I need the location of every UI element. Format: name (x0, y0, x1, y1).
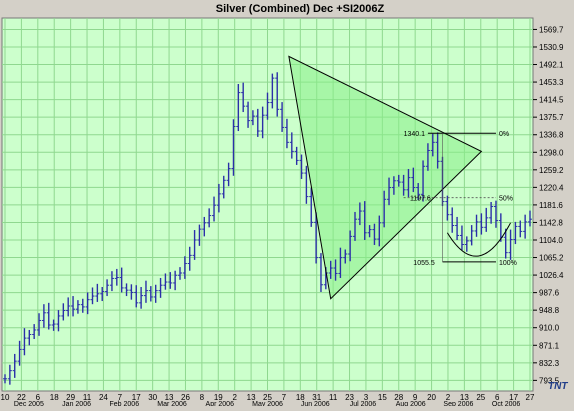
x-axis: 10 22 6 18 29 11 24 7 17 30 13 26 8 19 2 13 25 7 18 31 11 23 3… (1, 393, 535, 408)
x-tick-label: 2 (232, 393, 237, 402)
x-tick-label: 17 (132, 393, 141, 402)
level-0-label: 0% (499, 131, 509, 138)
x-month-label: Apr 2006 (206, 401, 235, 406)
x-tick-label: 25 (476, 393, 485, 402)
y-tick-label: 1104.0 (539, 236, 563, 245)
gridlines (2, 18, 533, 391)
x-tick-label: 13 (165, 393, 174, 402)
x-tick-label: 11 (329, 393, 338, 402)
pattern-annotations: 0% 50% 100% 1340.1 1197.6 1055.5 (288, 55, 517, 300)
x-tick-label: 31 (312, 393, 321, 402)
y-tick-label: 1181.6 (539, 201, 563, 210)
triangle-pattern (288, 56, 482, 299)
y-tick-label: 1065.2 (539, 254, 564, 263)
y-tick-label: 793.5 (539, 376, 560, 385)
x-month-label: Dec 2005 (14, 401, 44, 406)
y-tick-label: 832.3 (539, 359, 560, 368)
x-tick-label: 6 (36, 393, 41, 402)
x-tick-label: 11 (83, 393, 92, 402)
x-tick-label: 3 (364, 393, 369, 402)
x-month-label: Sep 2006 (443, 401, 473, 406)
x-tick-label: 18 (296, 393, 305, 402)
x-month-label: Jan 2006 (62, 401, 91, 406)
x-tick-label: 13 (247, 393, 256, 402)
x-tick-label: 25 (263, 393, 272, 402)
x-month-label: May 2006 (252, 401, 283, 406)
y-tick-label: 871.1 (539, 341, 560, 350)
x-tick-label: 26 (181, 393, 190, 402)
y-tick-label: 948.8 (539, 306, 560, 315)
y-tick-label: 987.6 (539, 289, 560, 298)
chart-title: Silver (Combined) Dec +SI2006Z (216, 3, 385, 15)
price-bars (3, 72, 532, 385)
x-month-label: Aug 2006 (396, 401, 426, 406)
rounding-bottom-arc (446, 222, 511, 257)
x-tick-label: 7 (118, 393, 123, 402)
y-tick-label: 1414.5 (539, 96, 564, 105)
x-tick-label: 23 (345, 393, 354, 402)
y-tick-label: 1492.1 (539, 61, 564, 70)
y-tick-label: 1336.8 (539, 131, 564, 140)
x-tick-label: 2 (446, 393, 451, 402)
x-tick-label: 27 (526, 393, 535, 402)
x-tick-label: 9 (413, 393, 418, 402)
y-tick-label: 910.0 (539, 324, 560, 333)
triangle-fill (288, 56, 482, 299)
x-month-label: Oct 2006 (492, 401, 521, 406)
triangle-outline (288, 55, 483, 300)
x-tick-label: 20 (427, 393, 436, 402)
x-tick-label: 7 (282, 393, 287, 402)
y-tick-label: 1375.7 (539, 113, 564, 122)
y-tick-label: 1220.4 (539, 183, 564, 192)
x-tick-label: 28 (394, 393, 403, 402)
x-tick-label: 24 (99, 393, 108, 402)
y-tick-label: 1298.0 (539, 148, 564, 157)
x-tick-label: 18 (50, 393, 59, 402)
y-tick-label: 1142.8 (539, 218, 563, 227)
y-tick-label: 1569.7 (539, 25, 564, 34)
level-100-label: 100% (499, 260, 517, 267)
y-tick-label: 1259.2 (539, 166, 564, 175)
x-month-label: Mar 2006 (157, 401, 187, 406)
value-label: 1197.6 (410, 196, 431, 203)
y-tick-label: 1026.4 (539, 271, 564, 280)
x-month-label: Feb 2006 (110, 401, 140, 406)
y-tick-label: 1453.3 (539, 78, 564, 87)
x-tick-label: 8 (200, 393, 205, 402)
value-label: 1340.1 (404, 131, 426, 138)
y-tick-label: 1530.9 (539, 43, 564, 52)
x-tick-label: 19 (214, 393, 223, 402)
x-tick-label: 6 (495, 393, 500, 402)
value-label: 1055.5 (413, 260, 435, 267)
x-tick-label: 17 (509, 393, 518, 402)
x-tick-label: 29 (66, 393, 75, 402)
brand-logo: TNT (548, 381, 568, 392)
y-axis: 1569.7 1530.9 1492.1 1453.3 1414.5 1375.7 1336… (533, 25, 564, 385)
x-tick-label: 15 (378, 393, 387, 402)
level-50-label: 50% (499, 196, 513, 203)
x-month-label: Jul 2006 (350, 401, 377, 406)
x-tick-label: 10 (1, 393, 10, 402)
x-month-label: Jun 2006 (301, 401, 330, 406)
x-tick-label: 13 (460, 393, 469, 402)
x-tick-label: 30 (148, 393, 157, 402)
x-tick-label: 22 (17, 393, 26, 402)
